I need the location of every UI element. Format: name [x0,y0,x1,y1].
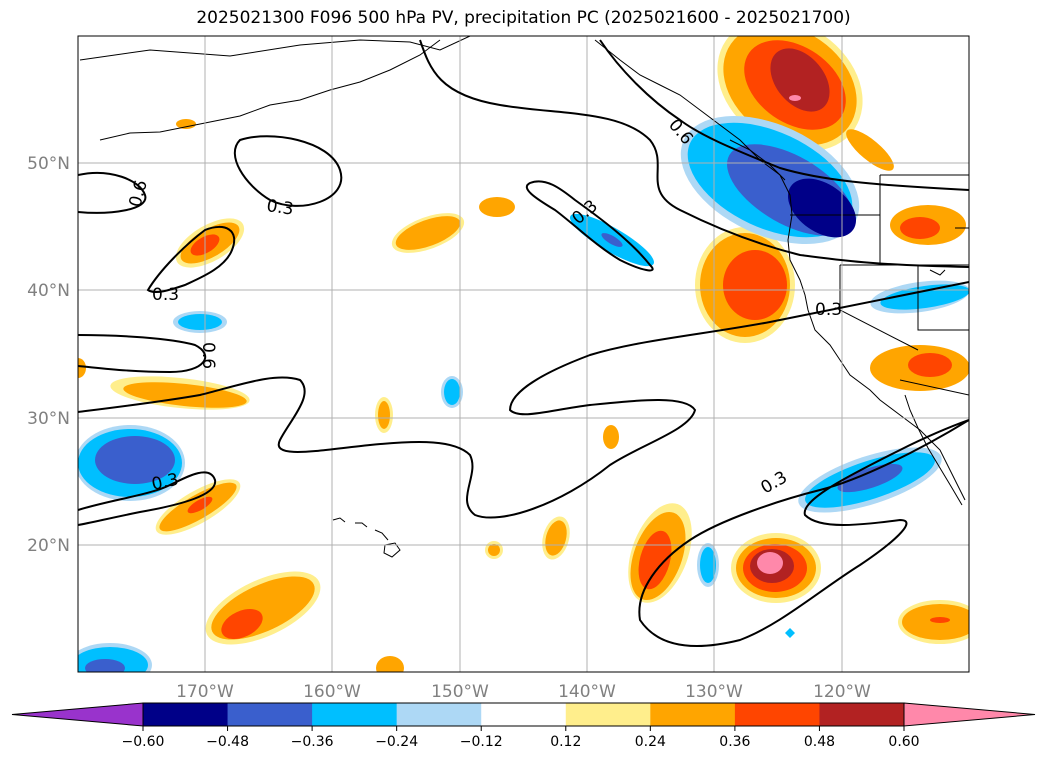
contour-label-layer: 0.6 0.3 0.3 0.6 0.3 0.3 0.3 0.6 0.3 [126,115,843,498]
map-canvas: 0.6 0.3 0.3 0.6 0.3 0.3 0.3 0.6 0.3 [78,36,969,672]
colorbar-tick-label: −0.12 [460,734,503,750]
colorbar-bin [396,703,482,726]
colorbar-bin [565,703,651,726]
lat-label: 30°N [27,409,70,429]
colorbar-bin [481,703,567,726]
colorbar-tick-label: −0.48 [206,734,249,750]
lon-label: 120°W [813,682,871,702]
colorbar-tick-label: −0.60 [122,734,165,750]
colorbar-tick-label: −0.36 [291,734,334,750]
contour-label: 0.6 [198,342,218,369]
colorbar-extend-min [11,702,144,727]
lon-label: 160°W [303,682,361,702]
colorbar-extend-max [903,702,1036,727]
contour-label: 0.3 [150,470,181,495]
lat-label: 50°N [27,154,70,174]
colorbar-frame [142,702,905,727]
colorbar-tick-label: 0.12 [550,734,581,750]
colorbar-bin [650,703,736,726]
colorbar: −0.60 −0.48 −0.36 −0.24 −0.12 0.12 0.24 0.36 0.4… [11,702,1036,750]
colorbar-bin [227,703,313,726]
lon-label: 150°W [431,682,489,702]
contour-label: 0.3 [815,300,842,320]
lon-label: 130°W [685,682,743,702]
colorbar-tick-label: 0.24 [635,734,666,750]
colorbar-tick-label: 0.60 [888,734,919,750]
map-title: 2025021300 F096 500 hPa PV, precipitatio… [196,8,851,28]
lat-label: 20°N [27,536,70,556]
contour-label: 0.3 [152,285,179,305]
colorbar-bin [143,703,229,726]
contour-label: 0.6 [126,178,152,209]
lon-label: 170°W [176,682,234,702]
coastlines [79,36,969,558]
colorbar-tick-label: −0.24 [375,734,418,750]
contour-label: 0.3 [265,196,295,220]
precip-negative-anomalies [78,115,969,672]
graticule [78,36,969,672]
lat-label: 40°N [27,281,70,301]
longitude-labels: 170°W 160°W 150°W 140°W 130°W 120°W [176,682,871,702]
plot-frame [77,35,970,673]
latitude-labels: 50°N 40°N 30°N 20°N [27,154,70,556]
colorbar-tick-label: 0.36 [719,734,750,750]
lon-label: 140°W [558,682,616,702]
colorbar-bin [734,703,820,726]
contour-label: 0.3 [758,467,791,498]
colorbar-bin [312,703,398,726]
pv-contours [78,39,969,647]
precip-positive-anomalies [78,36,969,672]
colorbar-tick-label: 0.48 [804,734,835,750]
colorbar-bin [819,703,905,726]
